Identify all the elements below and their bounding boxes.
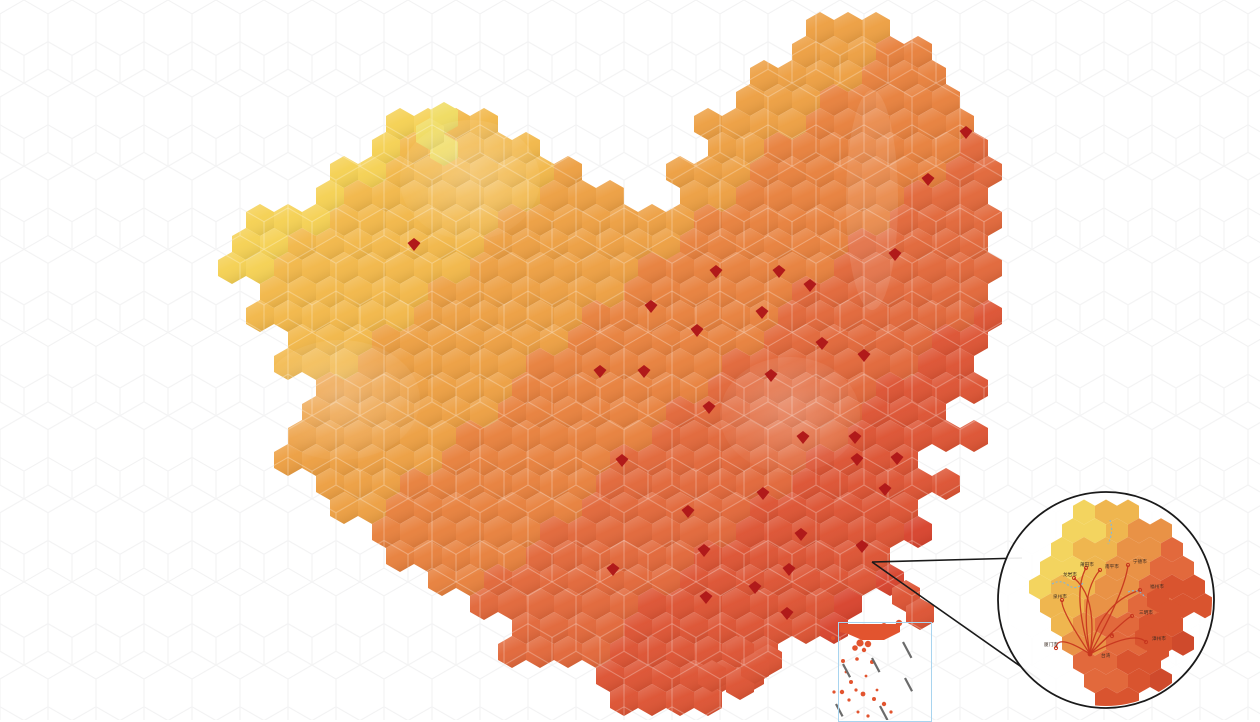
city-marker-xian[interactable]	[702, 401, 716, 414]
city-marker-wuhan[interactable]	[756, 487, 770, 500]
city-marker-chongqing[interactable]	[681, 505, 695, 518]
city-marker-jinan[interactable]	[815, 337, 829, 350]
city-marker-qingdao[interactable]	[857, 349, 871, 362]
city-marker-xiamen[interactable]	[855, 540, 869, 553]
hex-tile[interactable]	[960, 420, 988, 452]
city-marker-hefei[interactable]	[796, 431, 810, 444]
city-marker-huhehaote[interactable]	[709, 265, 723, 278]
south-china-sea-inset-box	[838, 622, 932, 722]
city-marker-taiyuan[interactable]	[690, 324, 704, 337]
city-marker-gui-yang[interactable]	[697, 544, 711, 557]
city-marker-beijing[interactable]	[772, 265, 786, 278]
city-marker-shanghai[interactable]	[890, 452, 904, 465]
city-marker-wulumuqi[interactable]	[407, 238, 421, 251]
city-marker-shen-zhen[interactable]	[748, 581, 762, 594]
city-marker-zhengzhou[interactable]	[764, 369, 778, 382]
city-marker-hangzhou[interactable]	[878, 483, 892, 496]
city-marker-changchun[interactable]	[921, 173, 935, 186]
hex-tile[interactable]	[932, 468, 960, 500]
city-marker-shijiazhuang[interactable]	[755, 306, 769, 319]
city-marker-xining[interactable]	[593, 365, 607, 378]
city-marker-shenyang[interactable]	[888, 248, 902, 261]
city-marker-guangzhou[interactable]	[782, 563, 796, 576]
city-marker-nanchang[interactable]	[794, 528, 808, 541]
city-marker-yinchuan[interactable]	[644, 300, 658, 313]
city-marker-nanjing[interactable]	[848, 431, 862, 444]
city-marker-hong-kong[interactable]	[780, 607, 794, 620]
city-marker-kunming[interactable]	[606, 563, 620, 576]
city-marker-chengdu[interactable]	[615, 454, 629, 467]
city-marker-lanzhou[interactable]	[637, 365, 651, 378]
city-marker-tianjin[interactable]	[803, 279, 817, 292]
city-marker-haerbin[interactable]	[959, 126, 973, 139]
city-marker-su-zhou[interactable]	[850, 453, 864, 466]
city-marker-nanning[interactable]	[699, 591, 713, 604]
